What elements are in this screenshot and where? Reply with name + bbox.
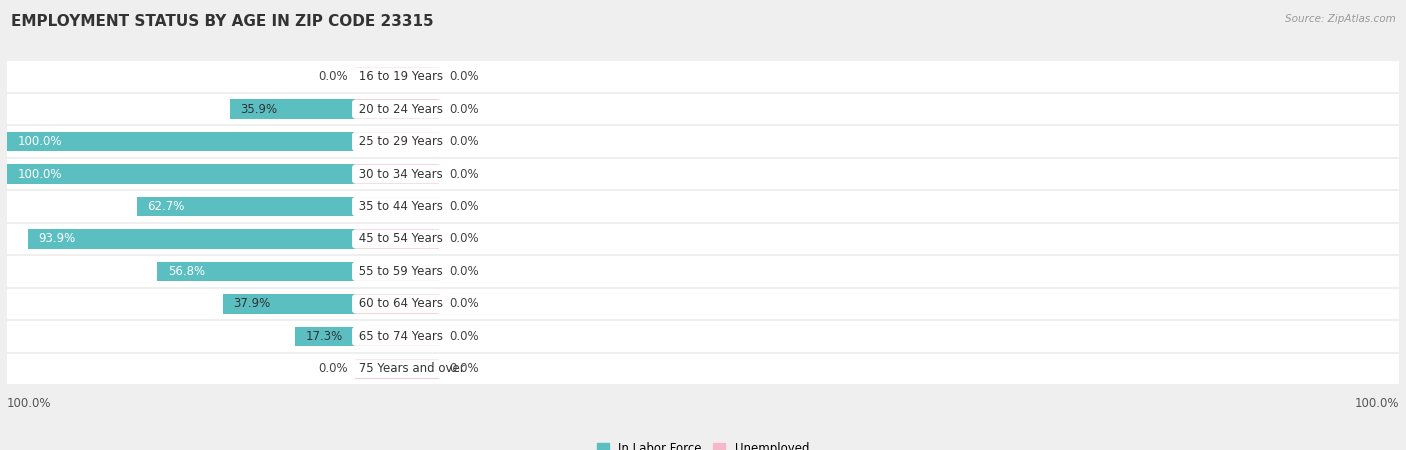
Text: 0.0%: 0.0% xyxy=(449,330,478,343)
Legend: In Labor Force, Unemployed: In Labor Force, Unemployed xyxy=(592,437,814,450)
Text: 16 to 19 Years: 16 to 19 Years xyxy=(354,70,447,83)
Bar xyxy=(354,197,439,216)
Text: 100.0%: 100.0% xyxy=(17,135,62,148)
Text: 0.0%: 0.0% xyxy=(449,103,478,116)
Text: 100.0%: 100.0% xyxy=(17,167,62,180)
Text: 35 to 44 Years: 35 to 44 Years xyxy=(354,200,447,213)
Bar xyxy=(7,94,1399,124)
Text: 65 to 74 Years: 65 to 74 Years xyxy=(354,330,447,343)
Bar xyxy=(136,197,356,216)
Text: 35.9%: 35.9% xyxy=(240,103,277,116)
Bar xyxy=(354,229,439,249)
Text: 55 to 59 Years: 55 to 59 Years xyxy=(354,265,447,278)
Bar xyxy=(295,327,354,346)
Bar xyxy=(7,159,1399,189)
Bar xyxy=(7,62,1399,92)
Bar xyxy=(7,256,1399,287)
Text: 100.0%: 100.0% xyxy=(1354,397,1399,410)
Text: 0.0%: 0.0% xyxy=(449,135,478,148)
Bar xyxy=(7,132,354,151)
Text: 75 Years and over: 75 Years and over xyxy=(354,362,468,375)
Bar xyxy=(354,294,439,314)
Text: 0.0%: 0.0% xyxy=(449,265,478,278)
Bar xyxy=(7,321,1399,351)
Text: 0.0%: 0.0% xyxy=(318,70,349,83)
Text: 30 to 34 Years: 30 to 34 Years xyxy=(354,167,447,180)
Text: 0.0%: 0.0% xyxy=(318,362,349,375)
Text: 0.0%: 0.0% xyxy=(449,233,478,246)
Bar xyxy=(157,262,356,281)
Text: 0.0%: 0.0% xyxy=(449,297,478,310)
Bar xyxy=(354,327,439,346)
Text: 62.7%: 62.7% xyxy=(148,200,184,213)
Text: 56.8%: 56.8% xyxy=(167,265,205,278)
Text: 0.0%: 0.0% xyxy=(449,200,478,213)
Bar xyxy=(354,359,439,378)
Bar xyxy=(224,294,354,314)
Text: 0.0%: 0.0% xyxy=(449,362,478,375)
Text: Source: ZipAtlas.com: Source: ZipAtlas.com xyxy=(1285,14,1396,23)
Text: 93.9%: 93.9% xyxy=(39,233,76,246)
Text: 0.0%: 0.0% xyxy=(449,70,478,83)
Text: 45 to 54 Years: 45 to 54 Years xyxy=(354,233,447,246)
Text: 25 to 29 Years: 25 to 29 Years xyxy=(354,135,447,148)
Text: 100.0%: 100.0% xyxy=(7,397,52,410)
Text: 17.3%: 17.3% xyxy=(305,330,343,343)
Text: 60 to 64 Years: 60 to 64 Years xyxy=(354,297,447,310)
Bar xyxy=(7,191,1399,222)
Bar xyxy=(28,229,354,249)
Text: 0.0%: 0.0% xyxy=(449,167,478,180)
Bar xyxy=(7,126,1399,157)
Bar xyxy=(354,262,439,281)
Text: 20 to 24 Years: 20 to 24 Years xyxy=(354,103,447,116)
Bar xyxy=(231,99,356,119)
Bar xyxy=(7,354,1399,384)
Bar xyxy=(7,224,1399,254)
Bar xyxy=(7,288,1399,319)
Text: EMPLOYMENT STATUS BY AGE IN ZIP CODE 23315: EMPLOYMENT STATUS BY AGE IN ZIP CODE 233… xyxy=(11,14,434,28)
Bar xyxy=(354,67,439,86)
Bar xyxy=(354,99,439,119)
Bar xyxy=(7,164,354,184)
Text: 37.9%: 37.9% xyxy=(233,297,271,310)
Bar xyxy=(354,132,439,151)
Bar xyxy=(354,164,439,184)
